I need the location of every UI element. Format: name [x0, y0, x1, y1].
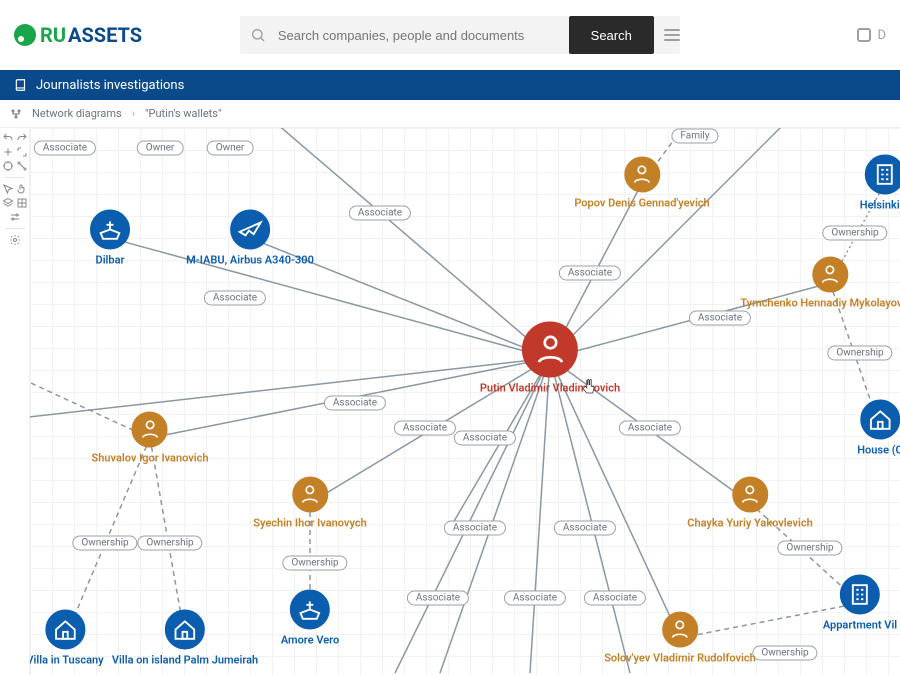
cursor-icon — [580, 378, 596, 394]
search-icon — [250, 27, 266, 43]
logo[interactable]: RUASSETS — [14, 23, 142, 47]
user-menu[interactable]: D — [857, 28, 886, 43]
search-bar: Search — [240, 16, 680, 54]
chevron-right-icon: › — [132, 107, 135, 120]
section-bar: Journalists investigations — [0, 70, 900, 100]
hand-icon[interactable] — [16, 183, 28, 195]
book-icon — [14, 78, 28, 92]
layers-icon[interactable] — [2, 197, 14, 209]
network-icon — [10, 108, 22, 120]
edges-layer — [30, 128, 900, 675]
plus-icon[interactable] — [2, 146, 14, 158]
gear-icon[interactable] — [9, 234, 21, 246]
search-input[interactable] — [276, 27, 569, 44]
toolbar — [0, 128, 30, 675]
workspace: AssociateAssociateAssociateAssociateAsso… — [0, 128, 900, 675]
undo-icon[interactable] — [2, 132, 14, 144]
topbar: RUASSETS Search D — [0, 0, 900, 70]
logo-mark-icon — [14, 24, 36, 46]
breadcrumb: Network diagrams › "Putin's wallets" — [0, 100, 900, 128]
network-canvas[interactable]: AssociateAssociateAssociateAssociateAsso… — [30, 128, 900, 675]
user-icon — [857, 28, 871, 42]
breadcrumb-leaf: "Putin's wallets" — [145, 107, 221, 120]
breadcrumb-root[interactable]: Network diagrams — [32, 107, 122, 120]
expand-icon[interactable] — [16, 146, 28, 158]
pointer-icon[interactable] — [2, 183, 14, 195]
grid-icon[interactable] — [16, 197, 28, 209]
section-title: Journalists investigations — [36, 78, 184, 93]
nodes-icon[interactable] — [16, 160, 28, 172]
logo-text-right: ASSETS — [68, 23, 142, 47]
user-initial: D — [877, 28, 886, 43]
redo-icon[interactable] — [16, 132, 28, 144]
logo-text-left: RU — [40, 23, 66, 47]
target-icon[interactable] — [2, 160, 14, 172]
tune-icon[interactable] — [9, 211, 21, 223]
search-button[interactable]: Search — [569, 16, 654, 54]
filter-icon[interactable] — [664, 27, 680, 43]
